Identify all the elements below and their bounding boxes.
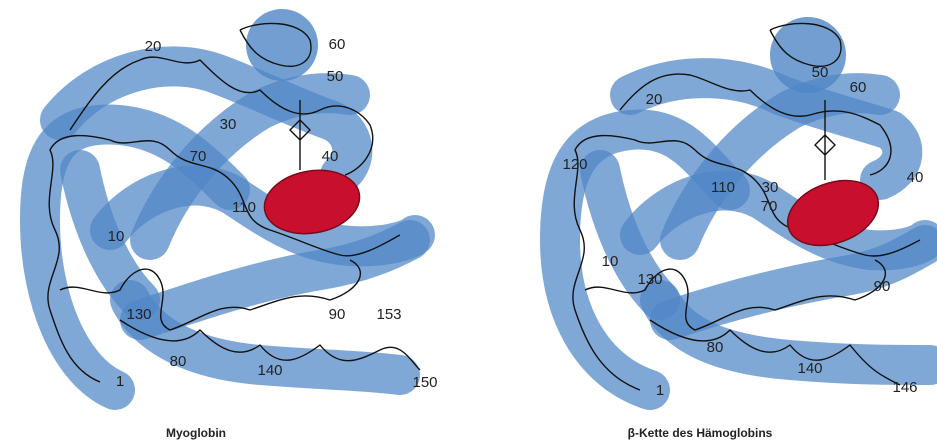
- residue-label: 20: [646, 91, 663, 108]
- residue-label: 153: [376, 306, 401, 323]
- caption: β-Kette des Hämoglobins: [628, 426, 773, 440]
- residue-label: 80: [170, 353, 187, 370]
- residue-label: 70: [190, 148, 207, 165]
- residue-label: 90: [874, 278, 891, 295]
- residue-label: 30: [762, 179, 779, 196]
- residue-label: 130: [126, 306, 151, 323]
- residue-label: 60: [329, 36, 346, 53]
- residue-label: 140: [797, 360, 822, 377]
- residue-label: 40: [322, 148, 339, 165]
- residue-label: 70: [761, 198, 778, 215]
- residue-label: 150: [412, 374, 437, 391]
- residue-label: 110: [232, 199, 256, 216]
- residue-label: 146: [892, 379, 917, 396]
- residue-label: 10: [108, 228, 125, 245]
- residue-label: 20: [145, 38, 162, 55]
- residue-label: 90: [329, 306, 346, 323]
- residue-label: 110: [711, 179, 735, 196]
- residue-label: 50: [327, 68, 344, 85]
- residue-label: 60: [850, 79, 867, 96]
- residue-label: 130: [637, 271, 662, 288]
- residue-label: 10: [602, 253, 619, 270]
- residue-label: 1: [116, 373, 124, 390]
- residue-label: 50: [812, 64, 829, 81]
- residue-label: 140: [257, 362, 282, 379]
- residue-label: 30: [220, 116, 237, 133]
- residue-label: 1: [656, 382, 664, 399]
- caption: Myoglobin: [166, 426, 226, 440]
- residue-label: 120: [562, 156, 587, 173]
- residue-label: 40: [907, 169, 924, 186]
- residue-label: 80: [707, 339, 724, 356]
- figure: 2060503070401101013080140901531501Myoglo…: [0, 0, 937, 443]
